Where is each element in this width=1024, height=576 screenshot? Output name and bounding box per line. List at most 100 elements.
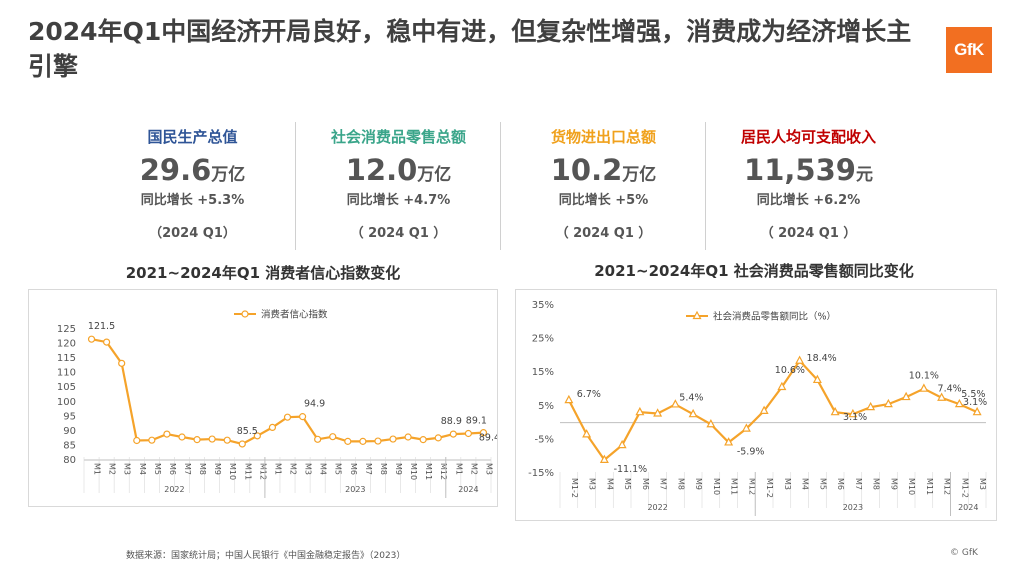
data-point [118, 359, 126, 367]
data-point [193, 436, 201, 444]
chart-title-confidence: 2021~2024年Q1 消费者信心指数变化 [125, 264, 401, 282]
data-point [564, 394, 574, 404]
kpi-unit: 万亿 [211, 165, 246, 185]
legend-marker [241, 310, 249, 318]
kpi-growth: 同比增长 +5.3% [140, 193, 245, 208]
series-line [567, 359, 978, 462]
data-point [87, 335, 96, 343]
kpi-number: 12.0 [345, 153, 418, 187]
data-point [404, 433, 412, 441]
page-title: 2024年Q1中国经济开局良好，稳中有进，但复杂性增强，消费成为经济增长主引擎 [28, 17, 912, 81]
kpi-growth: 同比增长 +6.2% [756, 193, 861, 208]
x-tick-label: M10 [228, 463, 237, 480]
x-tick-label: M3 [783, 478, 792, 490]
y-tick-label: 115 [57, 353, 76, 364]
y-tick-label: 120 [57, 339, 76, 350]
data-point [688, 408, 698, 418]
x-tick-label: M11 [424, 463, 433, 480]
x-tick-label: M6 [168, 463, 177, 475]
kpi-trade: 货物进出口总额 10.2万亿 同比增长 +5% （ 2024 Q1 ） [500, 122, 706, 250]
x-tick-label: M1-2 [570, 478, 579, 498]
x-tick-label: M8 [872, 478, 881, 490]
x-tick-label: M12 [258, 463, 267, 480]
kpi-period: （ 2024 Q1 ） [555, 226, 652, 241]
x-tick-label: M3 [978, 478, 987, 490]
y-tick-label: -5% [535, 434, 554, 445]
x-tick-label: M4 [138, 463, 147, 475]
copyright: © GfK [950, 548, 978, 558]
data-point [795, 355, 805, 364]
x-tick-label: M5 [334, 463, 343, 475]
data-point [653, 408, 663, 417]
legend-marker [692, 310, 702, 320]
y-tick-label: 90 [63, 426, 76, 437]
data-point [759, 405, 769, 414]
kpi-number: 11,539 [744, 153, 856, 187]
data-point [163, 430, 171, 438]
x-tick-label: M11 [925, 478, 934, 495]
x-tick-label: M8 [676, 478, 685, 490]
x-tick-label: M4 [319, 463, 328, 475]
x-tick-label: M11 [243, 463, 252, 480]
x-tick-label: M7 [659, 478, 668, 490]
x-tick-label: M9 [213, 463, 222, 475]
year-group-label: 2023 [345, 485, 365, 494]
x-tick-label: M1 [454, 463, 463, 475]
x-tick-label: M3 [588, 478, 597, 490]
data-point [635, 406, 645, 416]
data-point [208, 435, 216, 443]
kpi-unit: 万亿 [417, 165, 452, 185]
data-point [223, 436, 231, 444]
data-label: 3.1% [843, 412, 867, 423]
kpi-growth: 同比增长 +5% [558, 193, 649, 208]
data-point [937, 392, 947, 401]
kpi-number: 29.6 [139, 153, 212, 187]
data-point [724, 437, 734, 446]
y-tick-label: 105 [57, 382, 76, 393]
x-tick-label: M2 [108, 463, 117, 475]
y-tick-label: 15% [532, 367, 554, 378]
data-label: 89.1 [466, 416, 487, 427]
chart-panel-retail: -15% -5% 5% 15% 25% 35% M1-2 M3 M4 M5 M6 M7 M8 M9 M10 M… [515, 289, 997, 521]
y-tick-label: 80 [63, 455, 76, 466]
data-point [582, 429, 592, 438]
x-tick-label: M8 [198, 463, 207, 475]
x-tick-label: M9 [694, 478, 703, 490]
data-label: 10.1% [909, 371, 939, 382]
data-point [919, 383, 929, 392]
kpi-unit: 万亿 [622, 165, 657, 185]
year-group-label: 2024 [458, 485, 478, 494]
data-label: 94.9 [304, 399, 325, 410]
data-point [464, 429, 472, 438]
confidence-chart: 80 85 90 95 100 105 110 115 120 125 M1 M2 M3 M4 M5 M6 M7… [57, 309, 500, 498]
data-point [329, 433, 337, 441]
x-tick-label: M3 [484, 463, 493, 475]
data-point [344, 437, 352, 445]
data-label: -11.1% [614, 464, 648, 475]
y-tick-label: 100 [57, 397, 76, 408]
y-tick-label: 110 [57, 368, 76, 379]
data-point [389, 435, 397, 443]
data-label: 10.6% [775, 365, 805, 376]
x-tick-label: M3 [304, 463, 313, 475]
y-tick-label: 95 [63, 411, 76, 422]
data-point [238, 440, 246, 448]
x-tick-label: M1 [273, 463, 282, 475]
kpi-unit: 元 [855, 165, 873, 185]
y-tick-label: -15% [528, 468, 554, 479]
data-label: 121.5 [88, 321, 115, 332]
series-line [91, 338, 484, 446]
kpi-name: 居民人均可支配收入 [740, 128, 876, 146]
data-point [954, 398, 964, 408]
x-tick-label: M10 [712, 478, 721, 495]
x-tick-label: M12 [943, 478, 952, 495]
data-point [848, 408, 858, 418]
data-label: 6.7% [577, 389, 601, 400]
x-tick-label: M3 [123, 463, 132, 475]
data-point [253, 432, 261, 440]
y-tick-label: 125 [57, 324, 76, 335]
data-point [599, 454, 609, 463]
x-tick-label: M6 [349, 463, 358, 475]
y-tick-label: 25% [532, 334, 554, 345]
data-point [359, 437, 367, 445]
